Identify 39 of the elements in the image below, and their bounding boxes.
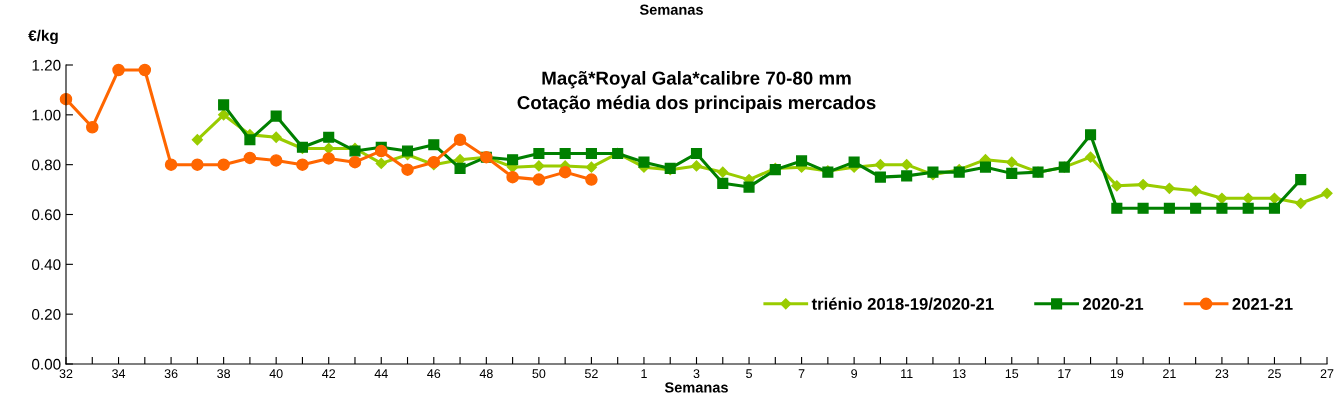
- x-tick-label: 27: [1320, 369, 1334, 378]
- x-tick-label: 1: [641, 369, 647, 378]
- x-tick-label: 21: [1163, 369, 1176, 378]
- y-tick-label: 0.40: [32, 259, 61, 271]
- x-tick-label: 5: [746, 369, 752, 379]
- x-tick-label: 44: [374, 369, 388, 378]
- x-tick-label: 38: [217, 369, 231, 379]
- y-tick-label: 0.80: [32, 159, 61, 171]
- x-tick-label: 7: [798, 369, 805, 378]
- x-tick-label: 40: [269, 369, 283, 379]
- x-axis-title: Semanas: [664, 382, 728, 393]
- y-tick-label: 0.20: [32, 309, 61, 320]
- x-tick-label: 42: [322, 369, 336, 378]
- x-tick-label: 46: [427, 369, 441, 379]
- y-tick-label: 0.00: [32, 358, 61, 370]
- x-tick-label: 15: [1005, 369, 1019, 379]
- x-tick-label: 3: [693, 369, 700, 379]
- x-tick-label: 9: [851, 369, 858, 379]
- y-axis-title: €/kg: [28, 29, 58, 45]
- y-tick-label: 1.20: [32, 59, 61, 71]
- x-tick-label: 36: [164, 369, 178, 379]
- x-tick-label: 25: [1268, 369, 1281, 379]
- legend-label: 2021-21: [1232, 298, 1293, 310]
- legend-label: 2020-21: [1083, 298, 1144, 310]
- x-tick-label: 50: [532, 369, 546, 379]
- y-tick-label: 1.00: [32, 109, 61, 121]
- x-tick-label: 11: [901, 369, 913, 378]
- x-tick-label: 17: [1058, 369, 1071, 378]
- legend-label: triénio 2018-19/2020-21: [811, 297, 994, 310]
- x-tick-label: 34: [112, 369, 126, 379]
- x-tick-label: 32: [59, 369, 73, 379]
- text: Maçã*Royal Gala*calibre 70-80 mm Cotação média dos principais mercados: [517, 70, 876, 113]
- x-tick-label: 48: [479, 369, 493, 379]
- y-tick-label: 0.60: [32, 209, 61, 221]
- text: Semanas: [639, 4, 703, 15]
- x-tick-label: 19: [1110, 369, 1124, 379]
- x-tick-label: 13: [953, 369, 966, 379]
- x-tick-label: 52: [584, 369, 598, 379]
- x-tick-label: 23: [1215, 369, 1229, 379]
